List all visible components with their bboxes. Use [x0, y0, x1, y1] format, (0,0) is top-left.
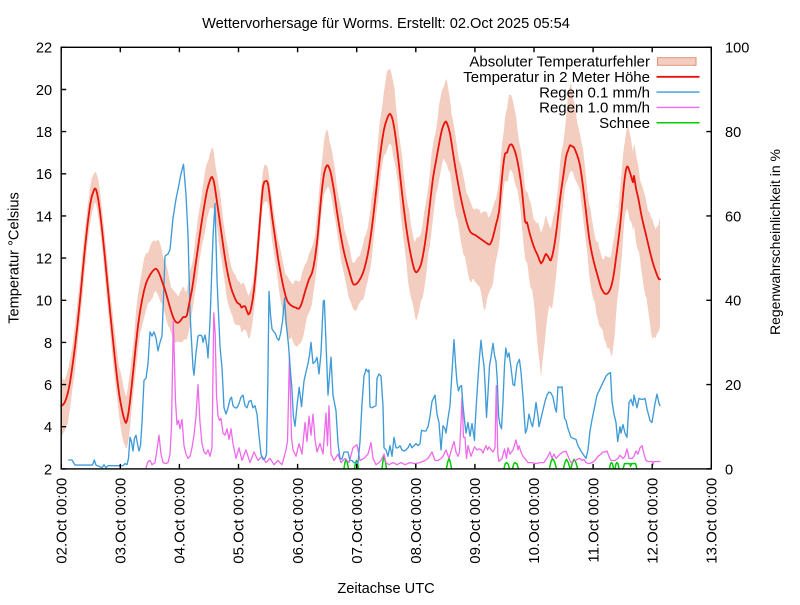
svg-text:8: 8 [44, 336, 52, 352]
svg-text:11.Oct 00:00: 11.Oct 00:00 [585, 478, 602, 563]
svg-text:Regenwahrscheinlichkeit in %: Regenwahrscheinlichkeit in % [767, 149, 783, 335]
svg-text:14: 14 [36, 209, 52, 225]
svg-text:05.Oct 00:00: 05.Oct 00:00 [231, 478, 248, 564]
svg-text:22: 22 [36, 41, 52, 57]
svg-text:2: 2 [44, 462, 52, 478]
svg-text:100: 100 [725, 41, 749, 57]
svg-text:04.Oct 00:00: 04.Oct 00:00 [172, 478, 189, 564]
svg-text:6: 6 [44, 378, 52, 394]
svg-text:07.Oct 00:00: 07.Oct 00:00 [349, 478, 366, 564]
svg-text:40: 40 [725, 294, 741, 310]
svg-text:20: 20 [36, 83, 52, 99]
svg-text:Wettervorhersage für Worms. Er: Wettervorhersage für Worms. Erstellt: 02… [202, 16, 570, 32]
svg-text:Absoluter Temperaturfehler: Absoluter Temperaturfehler [469, 54, 650, 71]
svg-text:Temperatur °Celsius: Temperatur °Celsius [7, 192, 23, 324]
svg-text:60: 60 [725, 209, 741, 225]
svg-text:0: 0 [725, 462, 733, 478]
svg-text:12: 12 [36, 252, 52, 268]
svg-text:Regen 1.0 mm/h: Regen 1.0 mm/h [539, 100, 650, 117]
svg-text:Zeitachse UTC: Zeitachse UTC [337, 581, 434, 597]
svg-text:13.Oct 00:00: 13.Oct 00:00 [704, 478, 721, 564]
svg-text:20: 20 [725, 378, 741, 394]
svg-text:09.Oct 00:00: 09.Oct 00:00 [467, 478, 484, 564]
svg-text:18: 18 [36, 125, 52, 141]
svg-text:06.Oct 00:00: 06.Oct 00:00 [290, 478, 307, 564]
svg-text:16: 16 [36, 167, 52, 183]
svg-text:80: 80 [725, 125, 741, 141]
svg-text:02.Oct 00:00: 02.Oct 00:00 [53, 478, 70, 564]
svg-text:4: 4 [44, 420, 52, 436]
svg-text:10.Oct 00:00: 10.Oct 00:00 [526, 478, 543, 564]
svg-text:10: 10 [36, 294, 52, 310]
svg-text:Temperatur in 2 Meter Höhe: Temperatur in 2 Meter Höhe [463, 69, 650, 86]
svg-text:Schnee: Schnee [599, 115, 650, 132]
svg-text:08.Oct 00:00: 08.Oct 00:00 [408, 478, 425, 564]
svg-text:03.Oct 00:00: 03.Oct 00:00 [113, 478, 130, 564]
svg-text:12.Oct 00:00: 12.Oct 00:00 [644, 478, 661, 564]
svg-text:Regen 0.1 mm/h: Regen 0.1 mm/h [539, 84, 650, 101]
